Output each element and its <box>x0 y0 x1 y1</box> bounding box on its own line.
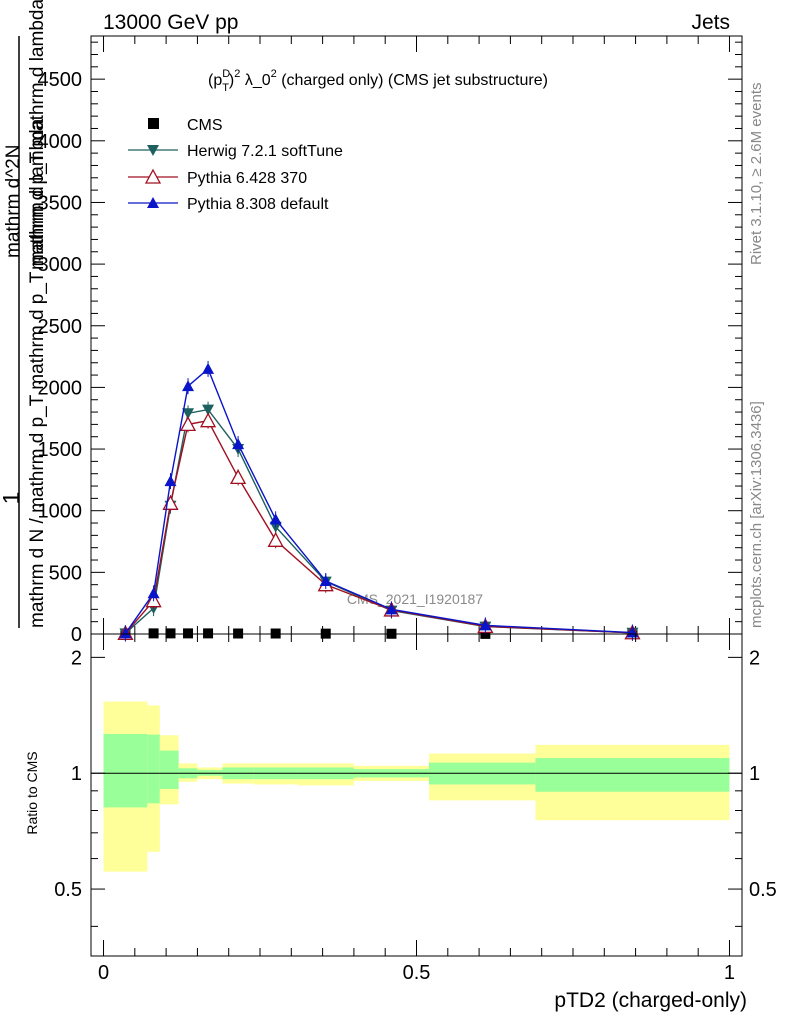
y-tick-label: 1000 <box>38 501 83 523</box>
x-tick-label: 1 <box>724 962 735 984</box>
ratio-y-tick-label: 2 <box>71 647 82 669</box>
x-tick-label: 0.5 <box>403 962 431 984</box>
legend-label-pythia8: Pythia 8.308 default <box>187 196 329 213</box>
data-point <box>183 628 194 639</box>
process-label: Jets <box>691 11 730 34</box>
data-point <box>267 531 284 547</box>
legend: CMS Herwig 7.2.1 softTune Pythia 6.428 3… <box>128 117 343 213</box>
data-point <box>269 513 282 525</box>
data-point <box>182 380 195 392</box>
data-point <box>179 416 197 432</box>
analysis-watermark: CMS_2021_I1920187 <box>347 591 483 607</box>
ratio-y-tick-label-right: 0.5 <box>749 879 777 901</box>
data-point <box>162 494 179 510</box>
y-label-num-d2n: mathrm d^2N <box>3 145 24 258</box>
rivet-label: Rivet 3.1.10, ≥ 2.6M events <box>748 83 765 266</box>
data-point <box>148 628 159 639</box>
y-tick-label: 3000 <box>38 254 83 276</box>
x-tick-label: 0 <box>98 962 109 984</box>
data-point <box>147 587 160 599</box>
y-tick-label: 4000 <box>38 131 83 153</box>
legend-marker-pythia6 <box>144 168 162 184</box>
ratio-y-tick-label: 0.5 <box>54 879 82 901</box>
ratio-band-inner <box>159 750 179 789</box>
ratio-y-tick-label-right: 1 <box>749 763 760 785</box>
data-point <box>203 628 214 639</box>
plot-title: (pD T)2 λ_02 (charged only) (CMS jet subs… <box>208 68 548 94</box>
ratio-band-inner <box>147 734 160 804</box>
data-point <box>479 619 492 631</box>
y-tick-label: 0 <box>71 624 82 646</box>
mcplots-label: mcplots.cern.ch [arXiv:1306.3436] <box>748 401 765 628</box>
legend-label-pythia6: Pythia 6.428 370 <box>187 170 307 187</box>
ratio-y-label: Ratio to CMS <box>24 751 40 834</box>
ratio-band-inner <box>535 758 730 792</box>
data-point <box>202 362 215 374</box>
data-point <box>230 469 247 485</box>
data-point <box>385 603 398 615</box>
data-point <box>164 475 177 487</box>
ratio-y-tick-label: 1 <box>71 763 82 785</box>
y-label-one: 1 <box>0 492 24 505</box>
energy-label: 13000 GeV pp <box>103 11 238 34</box>
y-tick-label: 2500 <box>38 316 83 338</box>
ratio-bands <box>103 701 730 872</box>
legend-marker-herwig <box>147 145 159 156</box>
data-point <box>199 412 217 428</box>
ratio-y-tick-label-right: 2 <box>749 647 760 669</box>
y-tick-label: 2000 <box>38 377 83 399</box>
y-tick-label: 4500 <box>38 69 83 91</box>
ratio-band-inner <box>103 733 148 808</box>
legend-label-cms: CMS <box>187 117 223 134</box>
y-label-den-dpt: mathrm d p_T mathrm d lambda <box>27 0 48 270</box>
y-tick-label: 3500 <box>38 192 83 214</box>
y-tick-label: 500 <box>49 562 82 584</box>
legend-marker-pythia8 <box>147 197 159 208</box>
legend-marker-cms <box>148 118 159 129</box>
lower-axes: 0.5 0.5 1 1 2 2 0 0.5 1 <box>54 634 777 984</box>
data-point <box>119 627 132 639</box>
x-axis-label: pTD2 (charged-only) <box>554 989 747 1012</box>
y-tick-label: 1500 <box>38 439 83 461</box>
main-y-label: 1 mathrm d N / mathrm d p_T mathrm d p_T… <box>0 0 48 628</box>
upper-axes: 0 500 1000 1500 2000 2500 3000 3500 4000 4500 <box>38 36 742 646</box>
data-point <box>202 404 215 416</box>
data-point <box>319 574 332 586</box>
y-label-denominator: mathrm d N / mathrm d p_T mathrm d p_T m… <box>27 118 48 628</box>
upper-series <box>117 360 641 642</box>
data-point <box>182 408 195 420</box>
data-point <box>165 628 176 639</box>
data-point <box>232 438 245 450</box>
legend-label-herwig: Herwig 7.2.1 softTune <box>187 143 343 160</box>
